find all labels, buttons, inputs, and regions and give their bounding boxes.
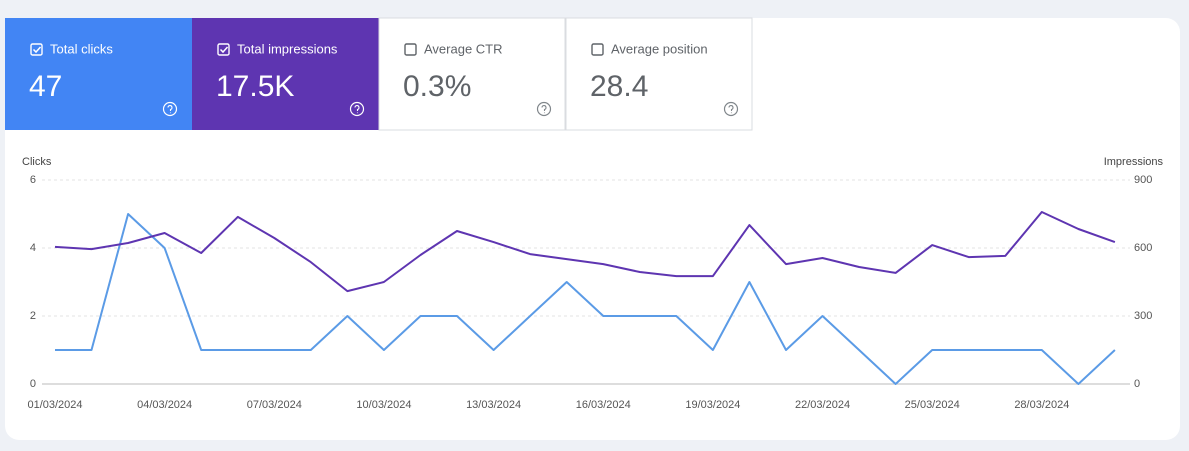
series-line — [55, 213, 1116, 385]
help-glyph — [541, 105, 547, 114]
card-value: 28.4 — [590, 70, 648, 103]
metric-card[interactable] — [192, 18, 379, 130]
y2-tick-label: 0 — [1134, 378, 1140, 390]
x-tick-label: 01/03/2024 — [27, 399, 82, 411]
card-label: Average CTR — [424, 41, 503, 56]
card-label: Total impressions — [237, 41, 338, 56]
x-tick-label: 19/03/2024 — [685, 399, 740, 411]
metric-card[interactable] — [565, 17, 753, 131]
checkmark — [219, 46, 229, 54]
y2-tick-label: 600 — [1134, 242, 1152, 254]
card-label: Total clicks — [50, 41, 113, 56]
y2-tick-label: 300 — [1134, 310, 1152, 322]
checkbox[interactable] — [30, 43, 43, 56]
help-glyph — [728, 105, 734, 114]
card-value: 17.5K — [216, 70, 294, 103]
x-tick-label: 25/03/2024 — [905, 399, 960, 411]
checkbox[interactable] — [591, 43, 604, 56]
y-axis-title: Clicks — [22, 156, 52, 168]
x-tick-label: 28/03/2024 — [1014, 399, 1069, 411]
y-tick-label: 6 — [30, 174, 36, 186]
card-value: 0.3% — [403, 70, 471, 103]
checkbox[interactable] — [217, 43, 230, 56]
x-tick-label: 04/03/2024 — [137, 399, 192, 411]
y2-axis-title: Impressions — [1104, 156, 1164, 168]
series-line — [54, 211, 1116, 293]
checkbox[interactable] — [404, 43, 417, 56]
help-glyph — [167, 105, 173, 114]
metric-card[interactable] — [5, 18, 192, 130]
help-icon[interactable] — [536, 101, 552, 117]
x-tick-label: 07/03/2024 — [247, 399, 302, 411]
checkmark — [32, 46, 42, 54]
help-icon[interactable] — [349, 101, 365, 117]
y-tick-label: 2 — [30, 310, 36, 322]
help-glyph — [354, 105, 360, 114]
y-tick-label: 4 — [30, 242, 36, 254]
help-icon[interactable] — [162, 101, 178, 117]
x-tick-label: 16/03/2024 — [576, 399, 631, 411]
x-tick-label: 22/03/2024 — [795, 399, 850, 411]
card-label: Average position — [611, 41, 708, 56]
metric-card[interactable] — [378, 17, 566, 131]
help-icon[interactable] — [723, 101, 739, 117]
card-value: 47 — [29, 70, 62, 103]
y2-tick-label: 900 — [1134, 174, 1152, 186]
x-tick-label: 10/03/2024 — [356, 399, 411, 411]
y-tick-label: 0 — [30, 378, 36, 390]
x-tick-label: 13/03/2024 — [466, 399, 521, 411]
